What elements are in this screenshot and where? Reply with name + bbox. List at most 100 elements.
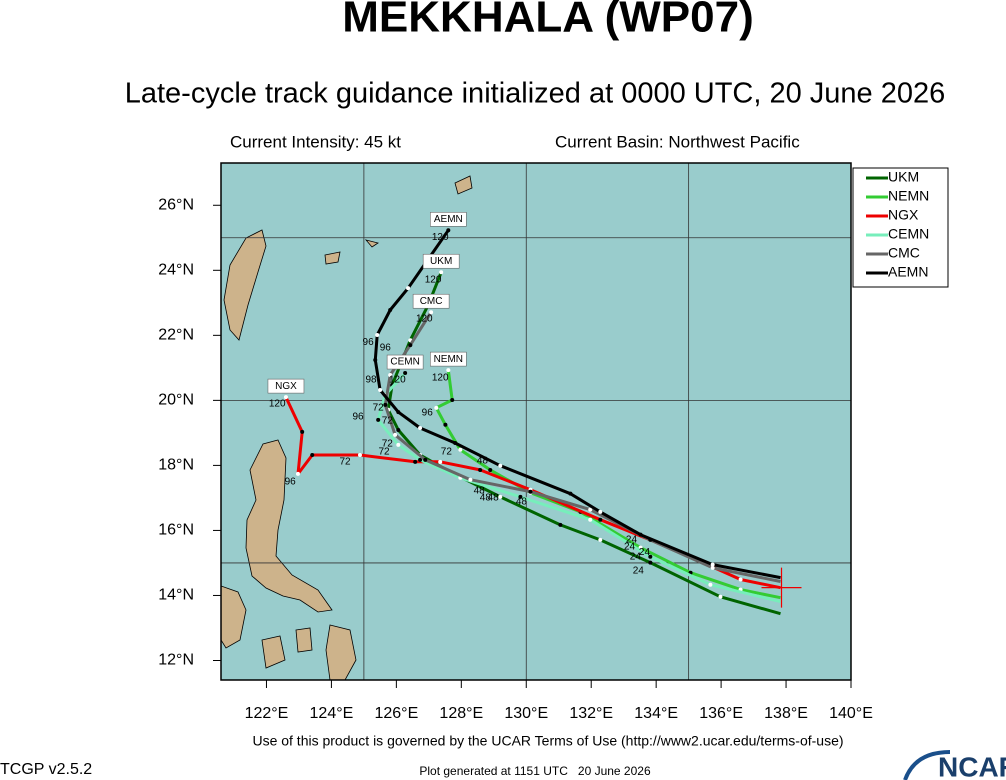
track-point [396,427,401,432]
luzon [245,439,333,613]
track-point [708,582,713,587]
track-point [453,440,458,445]
map-layer [221,163,851,680]
hour-label: 98 [365,375,377,386]
track-point [357,452,362,457]
hour-label: 72 [382,439,394,450]
track-point [375,333,380,338]
track-point [450,398,455,403]
track-point [558,522,563,527]
track-point [423,457,428,462]
track-point [468,477,473,482]
legend-label: NGX [888,207,919,223]
track-name: NEMN [434,354,463,365]
track-point [588,507,593,512]
hour-label: 24 [624,541,636,552]
hour-label: 96 [422,408,434,419]
hour-label: 72 [382,415,394,426]
track-point [393,432,398,437]
hour-label: 72 [378,446,390,457]
track-point [446,368,451,373]
y-tick-label: 18°N [158,457,194,474]
track-point [418,426,423,431]
track-name: AEMN [434,214,463,225]
track-point [638,532,643,537]
hour-label: 72 [373,402,385,413]
hour-label: 24 [639,547,651,558]
small-island [261,635,286,669]
logo: NCAR [938,751,1006,780]
x-tick-label: 138°E [764,705,808,722]
track-point [438,459,443,464]
hour-label: 48 [477,455,489,466]
small-island [364,239,379,248]
track-point [295,471,300,476]
map-frame [220,162,852,681]
terms: Use of this product is governed by the U… [252,733,843,749]
track-point [434,405,439,410]
track-point [396,410,401,415]
track-point [396,442,401,447]
track-point [376,417,381,422]
track-point [383,402,388,407]
subtitle: Late-cycle track guidance initialized at… [125,78,946,110]
x-tick-label: 128°E [439,705,483,722]
track-point [283,395,288,400]
legend-box [852,167,949,288]
track-point [498,463,503,468]
track-point [710,565,715,570]
hour-label: 72 [441,446,453,457]
hour-label: 24 [626,534,638,545]
track-point [373,358,378,363]
hour-label: 48 [480,493,492,504]
logo-arc [903,750,951,780]
y-tick-label: 22°N [158,327,194,344]
track-point [498,494,503,499]
legend-label: UKM [888,169,919,185]
x-tick-label: 134°E [634,705,678,722]
small-island [295,627,313,653]
hour-label: 96 [363,337,375,348]
track-point [458,447,463,452]
track-point [648,554,653,559]
mindoro [221,585,247,649]
current-position [761,567,802,608]
track-point [718,594,723,599]
track-name-box [422,253,460,269]
track-point [446,228,451,233]
hour-label: 72 [339,456,351,467]
track-point [588,517,593,522]
hour-label: 96 [352,412,364,423]
track-point [418,457,423,462]
hour-label: 24 [630,551,642,562]
x-tick-label: 132°E [569,705,613,722]
hour-label: 120 [416,314,433,325]
track-point [443,422,448,427]
y-tick-label: 24°N [158,262,194,279]
track-point [408,343,413,348]
hour-label: 24 [633,565,645,576]
title: MEKKHALA (WP07) [342,0,753,42]
hour-label: 120 [432,373,449,384]
y-tick-label: 26°N [158,196,194,213]
basin: Current Basin: Northwest Pacific [555,132,800,151]
track-point [388,373,393,378]
track-point [403,371,408,376]
track-point [478,467,483,472]
track-point [429,310,434,315]
track-point [406,286,411,291]
legend-label: CMC [888,245,920,261]
hour-label: 48 [516,496,528,507]
x-tick-label: 124°E [310,705,354,722]
track-point [738,577,743,582]
track-name: UKM [430,256,452,267]
track-name: NGX [275,381,297,392]
track-name-box [412,293,450,309]
track-point [310,452,315,457]
y-tick-label: 14°N [158,587,194,604]
hour-label: 120 [269,399,286,410]
y-tick-label: 20°N [158,392,194,409]
track-point [598,537,603,542]
generated: Plot generated at 1151 UTC 20 June 2026 [419,764,651,778]
legend-label: CEMN [888,226,929,242]
